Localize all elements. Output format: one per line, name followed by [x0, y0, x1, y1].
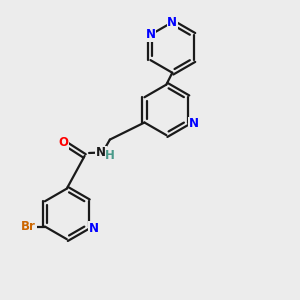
- Text: N: N: [89, 221, 99, 235]
- Text: Br: Br: [21, 220, 36, 233]
- Text: H: H: [105, 149, 115, 162]
- Text: N: N: [146, 28, 155, 41]
- Text: N: N: [96, 146, 106, 160]
- Text: O: O: [59, 136, 69, 149]
- Text: N: N: [189, 118, 199, 130]
- Text: N: N: [167, 16, 177, 29]
